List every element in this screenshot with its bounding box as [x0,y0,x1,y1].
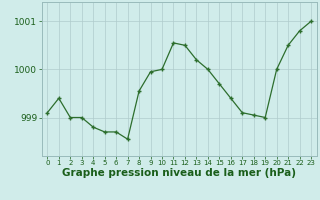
X-axis label: Graphe pression niveau de la mer (hPa): Graphe pression niveau de la mer (hPa) [62,168,296,178]
